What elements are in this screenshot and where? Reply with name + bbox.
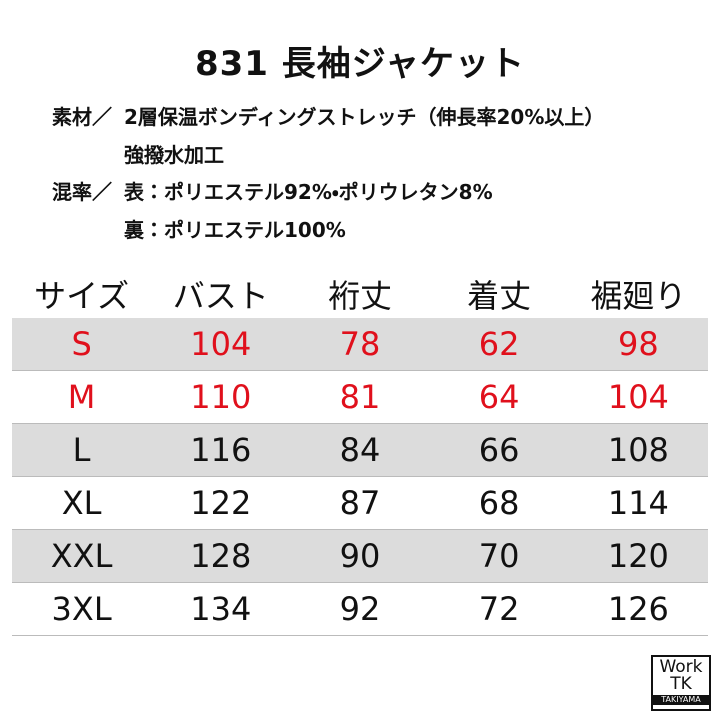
table-cell: S <box>12 318 152 371</box>
table-cell: 90 <box>290 529 430 583</box>
table-cell: 114 <box>568 476 708 530</box>
table-cell: 3XL <box>12 582 152 636</box>
table-cell: 64 <box>429 370 569 424</box>
table-cell: 128 <box>151 529 291 583</box>
spec-label <box>52 213 124 251</box>
spec-line: 裏：ポリエステル100% <box>52 213 712 251</box>
spec-text: 2層保温ボンディングストレッチ（伸長率20%以上） <box>124 105 605 129</box>
table-cell: 122 <box>151 476 291 530</box>
table-cell: 62 <box>429 318 569 371</box>
logo-text: TK <box>670 674 692 694</box>
header-row: サイズ バスト 裄丈 着丈 裾廻り <box>12 270 708 318</box>
table-cell: 72 <box>429 582 569 636</box>
table-cell: XXL <box>12 529 152 583</box>
spec: 素材／ 2層保温ボンディングストレッチ（伸長率20%以上） 強撥水加工 混率／ 表：ポリ… <box>52 100 712 250</box>
spec-label: 混率／ <box>52 180 112 204</box>
table-cell: 108 <box>568 423 708 477</box>
table-cell: 134 <box>151 582 291 636</box>
column-header: 着丈 <box>467 277 532 315</box>
table-cell: 87 <box>290 476 430 530</box>
table-cell: 104 <box>568 370 708 424</box>
table-cell: 98 <box>568 318 708 371</box>
column-header: 裄丈 <box>327 277 392 315</box>
table-cell: 120 <box>568 529 708 583</box>
table-cell: 68 <box>429 476 569 530</box>
table-cell: 92 <box>290 582 430 636</box>
logo: Work TK TAKIYAMA <box>651 655 711 711</box>
spec-text: 裏：ポリエステル100% <box>124 217 346 242</box>
table-cell: 116 <box>151 423 291 477</box>
table-row: S 104 78 62 98 <box>12 318 708 371</box>
table-row: 3XL 134 92 72 126 <box>12 582 708 636</box>
table-cell: 81 <box>290 370 430 424</box>
column-header: 裾廻り <box>590 277 687 315</box>
spec-label <box>52 138 124 176</box>
table-row: XL 122 87 68 114 <box>12 476 708 530</box>
column-header: バスト <box>172 277 269 315</box>
logo-text: Work <box>659 657 703 677</box>
size-table: サイズ バスト 裄丈 着丈 裾廻り S 104 78 62 98 M 110 81 64 104 L 116 8… <box>12 270 708 636</box>
table-body: S 104 78 62 98 M 110 81 64 104 L 116 84 66 108 XL 122 87 6… <box>12 318 708 636</box>
table-cell: M <box>12 370 152 424</box>
spec-line: 強撥水加工 <box>52 138 712 176</box>
table-cell: 84 <box>290 423 430 477</box>
table-cell: 110 <box>151 370 291 424</box>
table-cell: 66 <box>429 423 569 477</box>
table-cell: 104 <box>151 318 291 371</box>
spec-line: 混率／ 表：ポリエステル92%・ポリウレタン8% <box>52 175 712 213</box>
table-cell: 126 <box>568 582 708 636</box>
table-row: L 116 84 66 108 <box>12 423 708 477</box>
title: 831 長袖ジャケット <box>194 44 526 84</box>
table-row: M 110 81 64 104 <box>12 370 708 424</box>
table-row: XXL 128 90 70 120 <box>12 529 708 583</box>
spec-label: 素材／ <box>52 105 112 129</box>
table-cell: 78 <box>290 318 430 371</box>
table-cell: XL <box>12 476 152 530</box>
spec-text: 強撥水加工 <box>124 142 224 167</box>
table-cell: L <box>12 423 152 477</box>
spec-line: 素材／ 2層保温ボンディングストレッチ（伸長率20%以上） <box>52 100 712 138</box>
logo-text: TAKIYAMA <box>653 695 709 705</box>
table-cell: 70 <box>429 529 569 583</box>
column-header: サイズ <box>34 277 130 315</box>
spec-text: 表：ポリエステル92%・ポリウレタン8% <box>124 180 493 204</box>
